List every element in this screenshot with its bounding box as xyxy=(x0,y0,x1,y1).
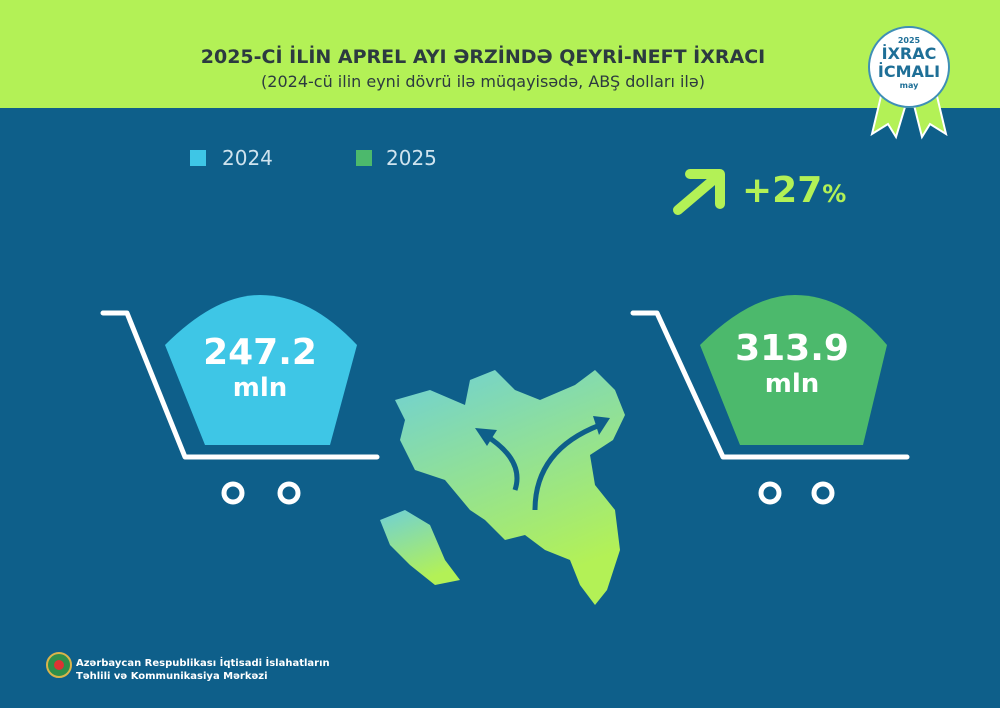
page-subtitle: (2024-cü ilin eyni dövrü ilə müqayisədə,… xyxy=(261,72,705,91)
azerbaijan-map-icon xyxy=(380,370,625,605)
growth-value: +27 xyxy=(742,170,823,211)
legend-label-2025: 2025 xyxy=(386,146,437,170)
header-band xyxy=(0,0,1000,108)
badge-line2: İCMALI xyxy=(877,62,941,81)
value-2025-number: 313.9 xyxy=(735,328,849,369)
footer-line1: Azərbaycan Respublikası İqtisadi İslahat… xyxy=(76,658,330,669)
badge-line1: İXRAC xyxy=(881,44,937,63)
cart-2024 xyxy=(100,295,380,505)
value-2025: 313.9 mln xyxy=(692,328,892,399)
emblem-logo xyxy=(46,652,72,678)
cart-2025 xyxy=(630,295,910,505)
legend-swatch-2025 xyxy=(356,150,372,166)
badge: 2025 İXRAC İCMALI may xyxy=(870,36,948,90)
value-2024: 247.2 mln xyxy=(160,332,360,403)
badge-ribbon-icon xyxy=(868,26,950,140)
footer-line2: Təhlili və Kommunikasiya Mərkəzi xyxy=(76,671,268,682)
badge-year: 2025 xyxy=(897,36,921,45)
badge-month: may xyxy=(899,81,919,90)
footer-organization: Azərbaycan Respublikası İqtisadi İslahat… xyxy=(76,657,330,683)
value-2024-number: 247.2 xyxy=(203,332,317,373)
arrow-up-right-icon xyxy=(673,169,725,215)
legend-label-2024: 2024 xyxy=(222,146,273,170)
page-title: 2025-Cİ İLİN APREL AYI ƏRZİNDƏ QEYRİ-NEF… xyxy=(200,46,766,68)
legend-swatch-2024 xyxy=(190,150,206,166)
value-2025-unit: mln xyxy=(764,369,820,399)
growth-unit: % xyxy=(822,180,847,208)
growth-percent: +27% xyxy=(742,170,846,211)
value-2024-unit: mln xyxy=(232,373,288,403)
